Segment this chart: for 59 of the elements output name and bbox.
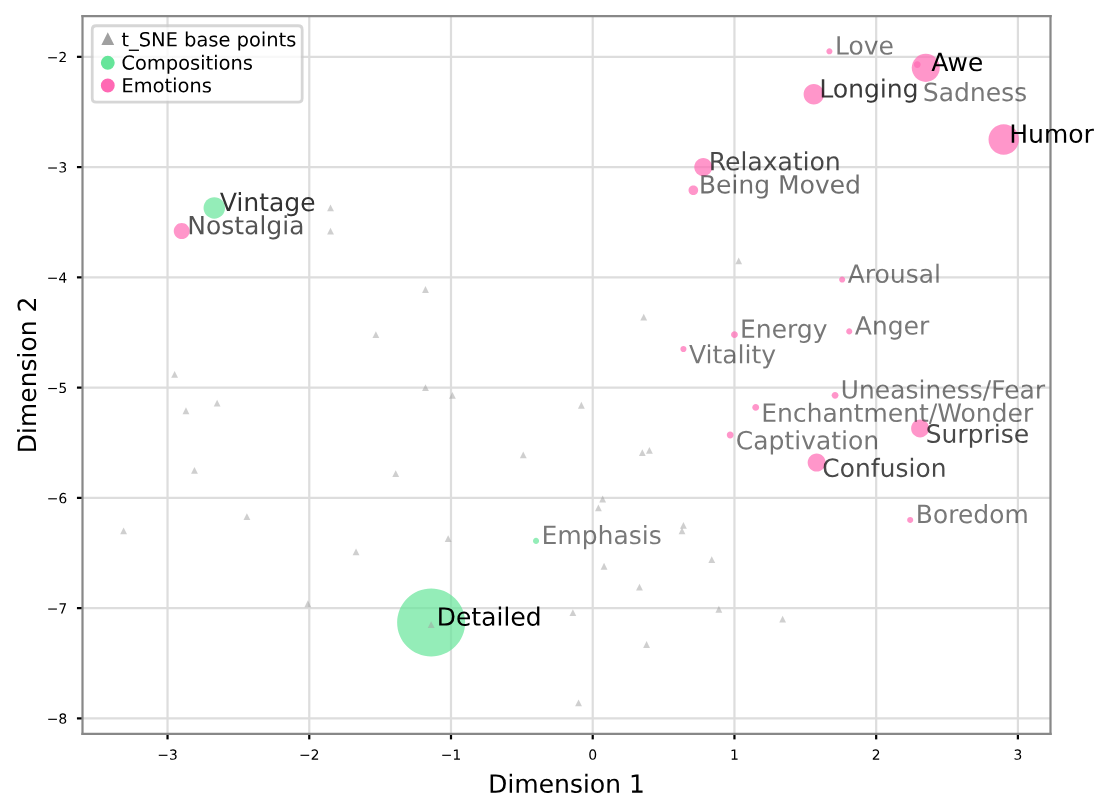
point [575, 699, 582, 707]
point [779, 615, 787, 623]
data-label: Awe [931, 52, 982, 72]
point [569, 609, 577, 616]
data-label: Vintage [220, 192, 315, 217]
point [352, 548, 360, 556]
data-label: Enchantment/Wonder [763, 402, 1034, 425]
point [372, 331, 380, 339]
point [638, 449, 646, 457]
point [708, 556, 716, 564]
data-label: Emphasis [544, 525, 661, 550]
point [680, 522, 687, 529]
data-label: Longing [821, 78, 917, 103]
point [422, 286, 429, 293]
data-label: Arousal [847, 263, 939, 284]
point [171, 370, 179, 378]
point [643, 641, 650, 648]
point [599, 495, 607, 503]
data-label: Energy [742, 319, 827, 344]
data-label: Sadness [924, 82, 1026, 102]
point [519, 451, 527, 459]
point [444, 535, 452, 543]
point [182, 407, 190, 415]
point [243, 513, 251, 521]
point [600, 562, 608, 570]
point [715, 605, 723, 613]
x-axis-title: Dimension 1 [490, 773, 643, 794]
legend-label: Compositions [122, 54, 252, 74]
data-label: Nostalgia [189, 215, 303, 240]
data-label: Surprise [927, 423, 1028, 448]
point [640, 313, 648, 321]
point [594, 504, 602, 512]
point [422, 384, 429, 392]
point [427, 621, 435, 629]
point [449, 391, 456, 399]
legend-label: t_SNE base points [121, 31, 296, 51]
point [191, 466, 198, 474]
data-label: Uneasiness/Fear [842, 379, 1046, 401]
legend-label: Emotions [123, 77, 211, 93]
point [304, 600, 312, 608]
point [735, 257, 743, 265]
data-label: Detailed [439, 606, 540, 626]
data-label: Confusion [823, 457, 945, 478]
data-label: Love [837, 36, 893, 55]
data-label: Humor [1011, 124, 1094, 144]
point [327, 204, 334, 212]
point [120, 527, 127, 535]
data-label: Anger [855, 316, 930, 340]
data-label: Captivation [737, 430, 878, 455]
point [213, 399, 221, 407]
data-label: Relaxation [711, 151, 839, 171]
point [646, 447, 653, 454]
data-label: Vitality [689, 344, 776, 369]
point [577, 401, 585, 409]
point [392, 470, 400, 478]
data-label: Being Moved [701, 174, 859, 199]
y-axis-title: Dimension 2 [17, 299, 37, 451]
point [636, 583, 643, 591]
data-label: Boredom [918, 504, 1027, 524]
